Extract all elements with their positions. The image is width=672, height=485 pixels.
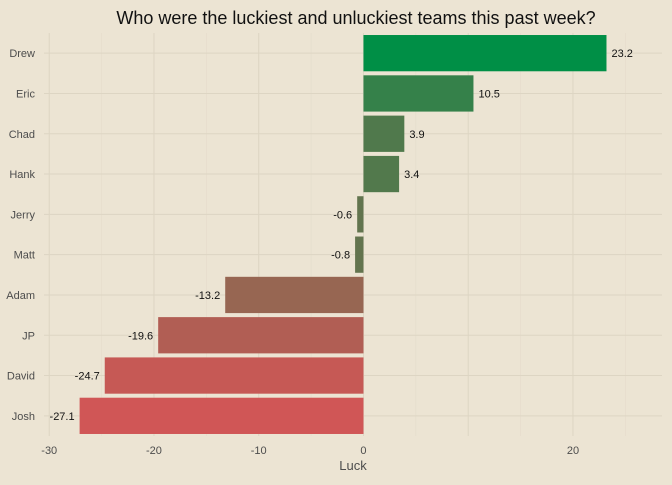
category-label: JP	[22, 330, 35, 342]
category-label: Josh	[12, 411, 35, 423]
category-label: Matt	[14, 250, 35, 262]
bar-adam	[225, 276, 364, 314]
bar-matt	[355, 236, 364, 273]
x-tick-label: -10	[251, 445, 267, 457]
x-tick-label: 20	[567, 445, 579, 457]
x-tick-labels: -30 -20 -10 0 20	[41, 445, 579, 457]
x-axis-title: Luck	[339, 458, 367, 473]
category-label: Adam	[6, 290, 35, 302]
data-label: -24.7	[75, 371, 100, 383]
data-label: 10.5	[478, 88, 499, 100]
category-label: Drew	[9, 48, 35, 60]
data-label: -0.6	[333, 209, 352, 221]
bar-eric	[363, 75, 474, 112]
x-tick-label: 0	[360, 445, 366, 457]
bar-david	[104, 357, 364, 394]
bar-drew	[363, 35, 607, 72]
data-label: 3.9	[409, 129, 424, 141]
category-label: Chad	[9, 129, 35, 141]
category-label: Hank	[9, 169, 35, 181]
category-labels: Drew Eric Chad Hank Jerry Matt Adam JP David Josh	[6, 48, 35, 423]
bar-chad	[363, 115, 405, 152]
bar-hank	[363, 155, 400, 193]
category-label: David	[7, 371, 35, 383]
bar-josh	[79, 397, 364, 434]
data-label: -19.6	[128, 330, 153, 342]
bars	[79, 35, 607, 434]
category-label: Jerry	[11, 209, 36, 221]
bar-jerry	[357, 196, 364, 233]
data-labels: 23.2 10.5 3.9 3.4 -0.6 -0.8 -13.2 -19.6 -24.7 -27…	[50, 48, 633, 423]
category-label: Eric	[16, 88, 35, 100]
data-label: -13.2	[195, 290, 220, 302]
data-label: -27.1	[50, 411, 75, 423]
data-label: 23.2	[611, 48, 632, 60]
chart-title: Who were the luckiest and unluckiest tea…	[116, 8, 595, 28]
x-tick-label: -30	[41, 445, 57, 457]
data-label: 3.4	[404, 169, 419, 181]
x-tick-label: -20	[146, 445, 162, 457]
bar-jp	[158, 317, 364, 354]
data-label: -0.8	[331, 250, 350, 262]
